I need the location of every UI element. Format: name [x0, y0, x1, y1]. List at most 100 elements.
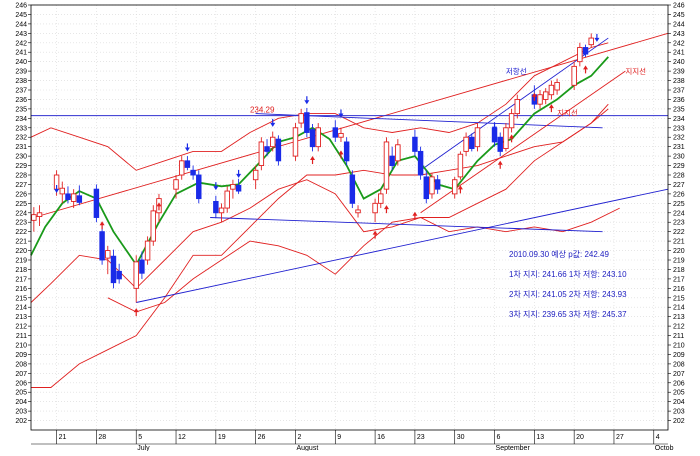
up-arrow-head [310, 156, 316, 161]
y-tick-label-right: 243 [673, 31, 685, 38]
y-tick-label-left: 242 [15, 40, 27, 47]
envelope-bands [30, 42, 620, 388]
y-tick-label-right: 202 [673, 418, 685, 425]
moving-average-line [30, 56, 609, 267]
candle-body [417, 150, 424, 176]
x-tick-label: 9 [337, 434, 341, 441]
candle-body [429, 176, 435, 195]
y-tick-label-right: 235 [673, 106, 685, 113]
y-tick-label-right: 208 [673, 361, 685, 368]
candle-body [451, 179, 458, 195]
forecast-text: 2010.09.30 예상 p값: 242.49 1차 지지: 241.66 1… [509, 249, 627, 319]
y-tick-label-left: 227 [15, 182, 27, 189]
y-tick-label-right: 204 [673, 399, 685, 406]
envelope-band-line [30, 42, 609, 171]
y-tick-label-right: 241 [673, 50, 685, 57]
candle-body [252, 169, 259, 181]
candle-body [31, 214, 37, 221]
candle-body [224, 190, 230, 209]
candle-body [99, 231, 105, 261]
candle-body [184, 160, 191, 168]
x-tick-label: 21 [59, 434, 67, 441]
candle-body [36, 212, 43, 218]
up-arrow-head [383, 205, 389, 210]
candle-body [116, 270, 122, 280]
candle-body [258, 141, 265, 167]
candle-body [423, 176, 430, 200]
candle-body [434, 179, 441, 190]
month-label: July [137, 445, 150, 451]
y-tick-label-left: 209 [15, 352, 27, 359]
forecast-row-3: 3차 지지: 239.65 3차 저항: 245.37 [509, 310, 627, 319]
y-tick-label-left: 213 [15, 314, 27, 321]
up-arrow-head [412, 211, 418, 216]
trend-line [420, 37, 609, 171]
y-tick-label-right: 229 [673, 163, 685, 170]
y-tick-label-left: 203 [15, 409, 27, 416]
y-tick-label-right: 231 [673, 144, 685, 151]
candle-body [309, 129, 316, 148]
candle-body [139, 259, 145, 274]
candle-body [338, 132, 344, 138]
y-tick-label-left: 235 [15, 106, 27, 113]
y-tick-label-right: 219 [673, 258, 685, 265]
candle-body [70, 193, 77, 202]
candle-body [514, 98, 521, 115]
candle-body [548, 84, 555, 96]
envelope-band-line [30, 108, 609, 303]
y-tick-label-left: 239 [15, 69, 27, 76]
up-arrow-head [583, 65, 589, 70]
y-tick-label-left: 240 [15, 59, 27, 66]
x-tick-label: 6 [497, 434, 501, 441]
y-tick-label-right: 227 [673, 182, 685, 189]
candle-body [372, 202, 378, 214]
candle-body [190, 169, 196, 176]
x-tick-label: 16 [377, 434, 385, 441]
candle-body [298, 113, 304, 124]
y-tick-label-left: 237 [15, 88, 27, 95]
candle-body [571, 65, 577, 86]
month-label: Octob [655, 445, 674, 451]
x-tick-label: 4 [656, 434, 660, 441]
y-tick-label-left: 246 [15, 3, 27, 10]
candle-body [144, 240, 151, 261]
up-arrow-head [99, 221, 105, 226]
candle-body [395, 144, 401, 162]
trend-line [33, 32, 669, 218]
y-tick-label-left: 202 [15, 418, 27, 425]
y-tick-label-right: 245 [673, 12, 685, 19]
candle-body [554, 81, 560, 91]
y-tick-label-left: 220 [15, 248, 27, 255]
y-tick-label-left: 241 [15, 50, 27, 57]
trend-lines [33, 32, 669, 303]
down-arrow-head [54, 189, 60, 193]
candle-body [213, 200, 219, 214]
candle-body [218, 207, 225, 214]
x-tick-label: 13 [536, 434, 544, 441]
y-tick-label-right: 209 [673, 352, 685, 359]
candle-body [497, 136, 503, 152]
candle-body [235, 184, 242, 192]
x-tick-label: 30 [457, 434, 465, 441]
y-tick-label-right: 237 [673, 88, 685, 95]
candle-body [383, 141, 390, 190]
candle-body [269, 136, 276, 148]
y-tick-label-right: 206 [673, 380, 685, 387]
y-tick-label-left: 245 [15, 12, 27, 19]
y-tick-label-left: 214 [15, 305, 27, 312]
candle-body [537, 94, 543, 105]
candle-body [76, 195, 83, 203]
x-tick-label: 12 [178, 434, 186, 441]
candle-body [133, 261, 139, 289]
y-tick-label-left: 228 [15, 173, 27, 180]
candle-body [582, 47, 589, 55]
y-tick-label-left: 244 [15, 21, 27, 28]
y-tick-label-right: 224 [673, 210, 685, 217]
candle-body [230, 183, 236, 190]
candle-body [463, 136, 469, 152]
y-tick-label-right: 220 [673, 248, 685, 255]
y-tick-label-right: 203 [673, 409, 685, 416]
y-tick-label-right: 207 [673, 371, 685, 378]
